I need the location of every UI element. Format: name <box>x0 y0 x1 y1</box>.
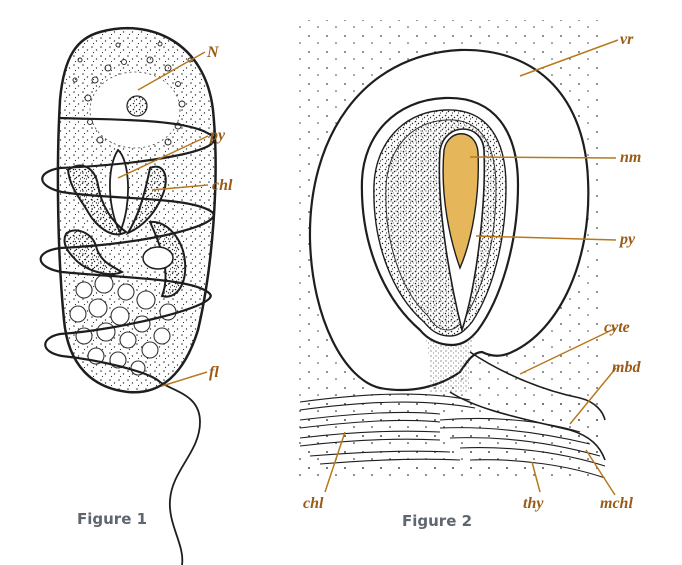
figure-1-leaders <box>117 51 209 387</box>
helical-strand <box>39 116 216 383</box>
figure-1-drawing <box>39 27 217 565</box>
figure-2-labels: vr nm py cyte mbd chl thy mchl <box>303 31 641 512</box>
label-chl-fig1: chl <box>212 177 233 194</box>
figure-2-caption: Figure 2 <box>402 512 473 530</box>
nuclear-material <box>442 133 480 270</box>
label-py-fig1: py <box>208 127 226 144</box>
label-nm: nm <box>620 149 641 166</box>
figure-1-labels: N py chl fl <box>206 44 233 381</box>
thylakoid-lines <box>299 393 606 479</box>
label-mchl: mchl <box>600 495 633 512</box>
label-py-fig2: py <box>618 231 636 248</box>
nucleus-granules <box>72 41 193 146</box>
label-N: N <box>206 44 220 61</box>
label-vr: vr <box>620 31 634 48</box>
figure-2-drawing <box>298 20 606 482</box>
label-chl-fig2: chl <box>303 495 324 512</box>
label-fl: fl <box>209 364 219 381</box>
figure-2-leaders <box>324 39 619 496</box>
label-mbd: mbd <box>612 359 641 376</box>
nucleolus <box>126 95 148 117</box>
contractile-vacuole <box>142 246 174 270</box>
label-thy: thy <box>523 495 544 512</box>
figure-1-caption: Figure 1 <box>77 510 148 528</box>
flagellum <box>159 381 201 565</box>
chloroplast-base <box>298 389 605 482</box>
label-cyte: cyte <box>604 319 630 336</box>
membrane-boundaries <box>449 351 606 461</box>
